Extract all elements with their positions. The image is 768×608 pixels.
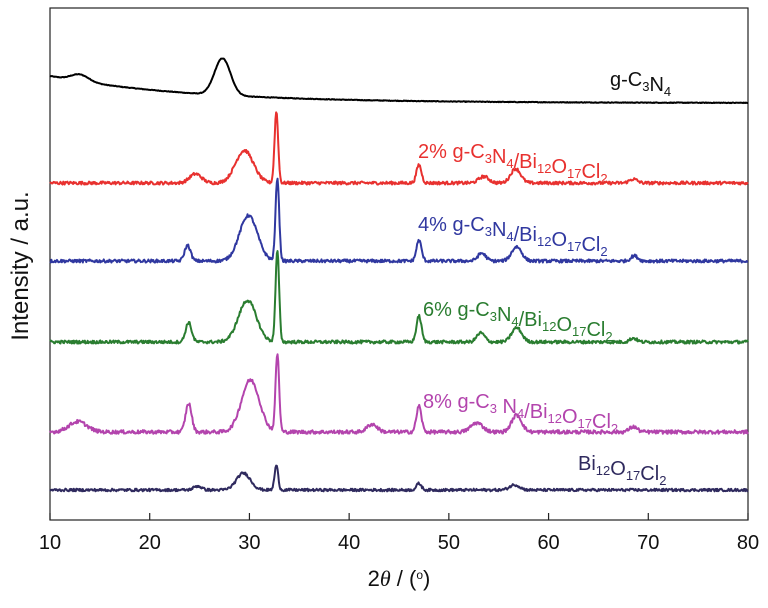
x-tick-label-40: 40 — [338, 532, 360, 554]
series-label-3: 6% g-C3N4/Bi12O17Cl2 — [423, 299, 613, 344]
series-line-4 — [49, 353, 749, 435]
x-axis-label-post: ) — [423, 566, 430, 591]
x-axis-ticks: 10 20 30 40 50 60 70 80 — [39, 513, 759, 554]
series-label-1: 2% g-C3N4/Bi12O17Cl2 — [418, 141, 608, 186]
x-tick-label-10: 10 — [39, 532, 61, 554]
plot-frame — [49, 7, 749, 521]
x-axis-label-theta: θ — [380, 566, 391, 591]
x-axis-label-deg: o — [416, 568, 423, 582]
series-label-5: Bi12O17Cl2 — [578, 453, 666, 488]
x-tick-label-20: 20 — [139, 532, 161, 554]
x-axis-label: 2θ / (o) — [368, 566, 431, 591]
x-axis-label-mid: / ( — [391, 566, 417, 591]
series-labels-group: g-C3N4 2% g-C3N4/Bi12O17Cl2 4% g-C3N4/Bi12… — [418, 69, 671, 488]
x-axis-label-pre: 2 — [368, 566, 380, 591]
x-tick-label-30: 30 — [238, 532, 260, 554]
series-label-0: g-C3N4 — [610, 69, 671, 99]
x-tick-label-60: 60 — [537, 532, 559, 554]
x-tick-label-50: 50 — [438, 532, 460, 554]
x-tick-label-80: 80 — [737, 532, 759, 554]
series-line-3 — [49, 250, 749, 345]
curves-group — [49, 57, 749, 493]
y-axis-label: Intensity / a.u. — [7, 191, 34, 340]
series-line-1 — [49, 111, 749, 186]
series-line-5 — [49, 464, 749, 493]
series-line-0 — [49, 57, 749, 105]
series-label-2: 4% g-C3N4/Bi12O17Cl2 — [418, 214, 608, 259]
series-line-2 — [49, 177, 749, 264]
series-label-4: 8% g-C3 N4/Bi12O17Cl2 — [423, 391, 618, 436]
x-tick-label-70: 70 — [637, 532, 659, 554]
